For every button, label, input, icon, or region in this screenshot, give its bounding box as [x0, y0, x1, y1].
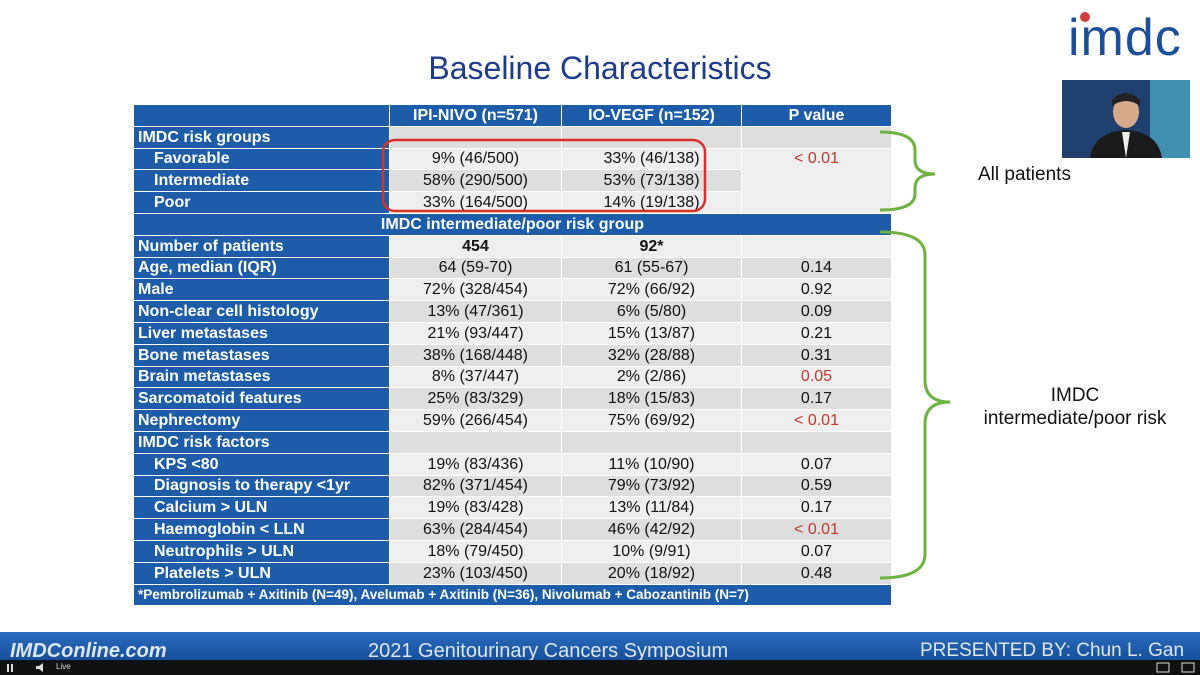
table-row: Haemoglobin < LLN 63% (284/454) 46% (42/92…	[133, 518, 892, 541]
cell: 72% (328/454)	[389, 278, 562, 302]
row-label: Bone metastases	[133, 343, 390, 367]
header-cell	[133, 104, 390, 127]
table-row: Bone metastases 38% (168/448) 32% (28/88) 0…	[133, 343, 892, 367]
table-row: Neutrophils > ULN 18% (79/450) 10% (9/91) 0…	[133, 539, 892, 563]
live-label: Live	[56, 662, 71, 671]
row-label: Platelets > ULN	[133, 561, 390, 585]
footer-site: IMDConline.com	[10, 640, 167, 662]
table-row: Non-clear cell histology 13% (47/361) 6% (…	[133, 300, 892, 323]
row-label: Age, median (IQR)	[133, 256, 390, 280]
cell: 21% (93/447)	[389, 321, 562, 345]
row-label: Diagnosis to therapy <1yr	[133, 474, 390, 498]
cell: 14% (19/138)	[561, 191, 742, 214]
row-label: Nephrectomy	[133, 409, 390, 432]
row-label: Brain metastases	[133, 365, 390, 389]
cell: 33% (46/138)	[561, 147, 742, 171]
header-row: IPI-NIVO (n=571) IO-VEGF (n=152) P value	[133, 104, 892, 127]
annotation-line: intermediate/poor risk	[983, 408, 1167, 429]
cell: 58% (290/500)	[389, 169, 562, 193]
annotation: All patients	[978, 164, 1071, 185]
footnote: *Pembrolizumab + Axitinib (N=49), Avelum…	[133, 583, 892, 607]
table-row: Calcium > ULN 19% (83/428) 13% (11/84) 0.17	[133, 496, 892, 520]
table-row: IMDC risk factors	[133, 430, 892, 454]
cell: 64 (59-70)	[389, 256, 562, 280]
row-label: Number of patients	[133, 234, 390, 258]
overlay	[381, 130, 950, 580]
footer-bar	[0, 632, 1200, 660]
header-cell: IO-VEGF (n=152)	[561, 104, 742, 127]
header-cell: P value	[741, 104, 892, 127]
p-value	[741, 430, 892, 454]
row-label: Sarcomatoid features	[133, 387, 390, 411]
table-row: Sarcomatoid features 25% (83/329) 18% (15/…	[133, 387, 892, 411]
cell: 72% (66/92)	[561, 278, 742, 302]
cell: 8% (37/447)	[389, 365, 562, 389]
cell: 59% (266/454)	[389, 409, 562, 432]
table-row: Diagnosis to therapy <1yr 82% (371/454) 79…	[133, 474, 892, 498]
p-value: 0.14	[741, 256, 892, 280]
cell: 6% (5/80)	[561, 300, 742, 323]
cell: 454	[389, 234, 562, 258]
cell: 61 (55-67)	[561, 256, 742, 280]
cell: 13% (47/361)	[389, 300, 562, 323]
cell: 2% (2/86)	[561, 365, 742, 389]
logo-dot	[1080, 12, 1090, 22]
footnote-row: *Pembrolizumab + Axitinib (N=49), Avelum…	[133, 583, 892, 607]
table-row: Favorable 9% (46/500) 33% (46/138) < 0.01	[133, 147, 892, 214]
p-value: 0.17	[741, 496, 892, 520]
cell: 10% (9/91)	[561, 539, 742, 563]
table-row: Intermediate 58% (290/500) 53% (73/138)	[133, 169, 892, 193]
row-label: Calcium > ULN	[133, 496, 390, 520]
webcam	[1062, 80, 1190, 158]
annotation-line: IMDC	[1050, 385, 1100, 406]
table-row: Age, median (IQR) 64 (59-70) 61 (55-67) 0.1…	[133, 256, 892, 280]
row-label: Haemoglobin < LLN	[133, 518, 390, 541]
header-cell: IPI-NIVO (n=571)	[389, 104, 562, 127]
row-label: Neutrophils > ULN	[133, 539, 390, 563]
row-label: KPS <80	[133, 452, 390, 476]
cell: 53% (73/138)	[561, 169, 742, 193]
row-label: Male	[133, 278, 390, 302]
cell: 33% (164/500)	[389, 191, 562, 214]
cell: 19% (83/436)	[389, 452, 562, 476]
row-label: Non-clear cell histology	[133, 300, 390, 323]
cell: 82% (371/454)	[389, 474, 562, 498]
cell: 19% (83/428)	[389, 496, 562, 520]
p-value	[741, 125, 892, 149]
p-value: < 0.01	[741, 518, 892, 541]
p-value: 0.21	[741, 321, 892, 345]
cell	[389, 430, 562, 454]
p-value: 0.59	[741, 474, 892, 498]
cell: 18% (79/450)	[389, 539, 562, 563]
p-value: 0.09	[741, 300, 892, 323]
cell: 11% (10/90)	[561, 452, 742, 476]
p-value: < 0.01	[741, 147, 892, 214]
p-value: 0.05	[741, 365, 892, 389]
row-label: IMDC risk factors	[133, 430, 390, 454]
player-controls[interactable]	[6, 662, 52, 673]
footer-presenter: PRESENTED BY: Chun L. Gan	[920, 640, 1185, 661]
row-label: Poor	[133, 191, 390, 214]
player-buttons[interactable]	[1156, 662, 1196, 673]
footer-meeting: 2021 Genitourinary Cancers Symposium	[368, 640, 729, 662]
row-label: Liver metastases	[133, 321, 390, 345]
row-label: Favorable	[133, 147, 390, 171]
slide-title: Baseline Characteristics	[428, 50, 772, 86]
annotation: IMDC intermediate/poor risk	[960, 384, 1190, 430]
cell: 20% (18/92)	[561, 561, 742, 585]
row-label: IMDC risk groups	[133, 125, 390, 149]
table-row: Poor 33% (164/500) 14% (19/138)	[133, 191, 892, 214]
p-value: < 0.01	[741, 409, 892, 432]
p-value: 0.17	[741, 387, 892, 411]
cell: 9% (46/500)	[389, 147, 562, 171]
cell: 15% (13/87)	[561, 321, 742, 345]
player-bar: Live	[0, 660, 1200, 675]
table-row: IMDC risk groups	[133, 125, 892, 149]
baseline-table: IPI-NIVO (n=571) IO-VEGF (n=152) P value IM…	[133, 104, 892, 607]
table-row: Liver metastases 21% (93/447) 15% (13/87) 0…	[133, 321, 892, 345]
row-label: Intermediate	[133, 169, 390, 193]
